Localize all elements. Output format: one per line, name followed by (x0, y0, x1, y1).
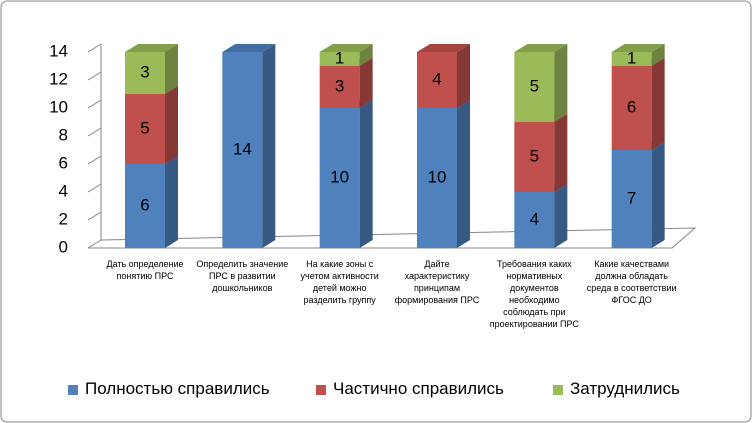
y-tick (87, 71, 102, 81)
bar-top (222, 44, 276, 52)
bar-top (319, 44, 373, 52)
bar-side (554, 44, 568, 122)
data-label: 3 (140, 62, 149, 81)
data-label: 6 (627, 97, 636, 116)
data-label: 7 (627, 188, 636, 207)
y-tick-label: 4 (59, 181, 68, 200)
bar-segment (417, 52, 457, 108)
y-tick (87, 127, 102, 137)
legend-marker (316, 385, 326, 395)
y-tick-label: 2 (59, 209, 68, 228)
bar-top (514, 44, 568, 52)
bar-side (165, 156, 178, 248)
data-label: 14 (233, 139, 252, 158)
bar-segment (125, 94, 165, 164)
bar-side (457, 100, 470, 248)
bar-side (359, 58, 373, 108)
bar-top (611, 44, 665, 52)
bar-segment (514, 122, 555, 192)
legend-marker (68, 385, 78, 395)
bar-side (651, 142, 665, 248)
y-tick (87, 155, 102, 165)
x-tick-label: Какие качествами должна обладать среда в… (586, 259, 677, 305)
bar-segment (125, 52, 165, 94)
bar-segment (222, 52, 263, 248)
x-tick-label: Определить значение ПРС в развитии дошко… (196, 259, 289, 293)
data-label: 3 (335, 76, 344, 95)
data-label: 10 (428, 167, 447, 186)
data-label: 5 (140, 118, 149, 137)
y-tick-label: 6 (59, 153, 68, 172)
y-tick-label: 12 (49, 69, 68, 88)
y-tick-label: 14 (49, 41, 68, 60)
y-tick-label: 10 (49, 97, 68, 116)
x-tick-label: Требования каких нормативных документов … (489, 259, 579, 329)
y-tick (87, 183, 102, 193)
bar-side (651, 58, 665, 150)
bar-segment (611, 52, 652, 66)
bar-segment (417, 108, 457, 248)
bar-side (165, 44, 178, 94)
x-tick-label: На какие зоны с учетом активности детей … (300, 259, 379, 305)
bar-side (262, 44, 276, 248)
y-tick-label: 8 (59, 125, 68, 144)
bar-segment (514, 52, 555, 122)
y-tick-label: 0 (59, 237, 68, 256)
y-tick (87, 99, 102, 109)
bar-segment (611, 66, 652, 150)
y-tick (87, 43, 102, 53)
bar-segment (319, 66, 360, 108)
legend-label: Затруднились (570, 379, 680, 398)
legend-label: Частично справились (333, 379, 504, 398)
x-tick-label: Дать определение понятию ПРС (106, 259, 184, 281)
bar-side (359, 44, 373, 66)
x-tick-label: Дайте характеристику принципам формирова… (394, 259, 480, 305)
data-label: 6 (140, 195, 149, 214)
bar-side (651, 44, 665, 66)
data-label: 4 (432, 69, 441, 88)
y-tick (87, 211, 102, 221)
bar-top (417, 44, 470, 52)
floor (88, 227, 697, 249)
bar-side (554, 114, 568, 192)
bar-side (554, 184, 568, 248)
bar-segment (125, 164, 165, 248)
bar-top (125, 44, 178, 52)
bar-side (457, 44, 470, 108)
data-label: 4 (530, 209, 539, 228)
bar-segment (319, 108, 360, 248)
data-label: 10 (330, 167, 349, 186)
data-label: 1 (335, 48, 344, 67)
bar-side (359, 100, 373, 248)
bar-side (165, 86, 178, 164)
legend-marker (553, 385, 563, 395)
data-label: 5 (530, 76, 539, 95)
data-label: 1 (627, 48, 636, 67)
y-tick (87, 239, 102, 249)
bar-segment (319, 52, 360, 66)
legend-label: Полностью справились (85, 379, 270, 398)
data-label: 5 (530, 146, 539, 165)
bar-segment (611, 150, 652, 248)
bar-segment (514, 192, 555, 248)
